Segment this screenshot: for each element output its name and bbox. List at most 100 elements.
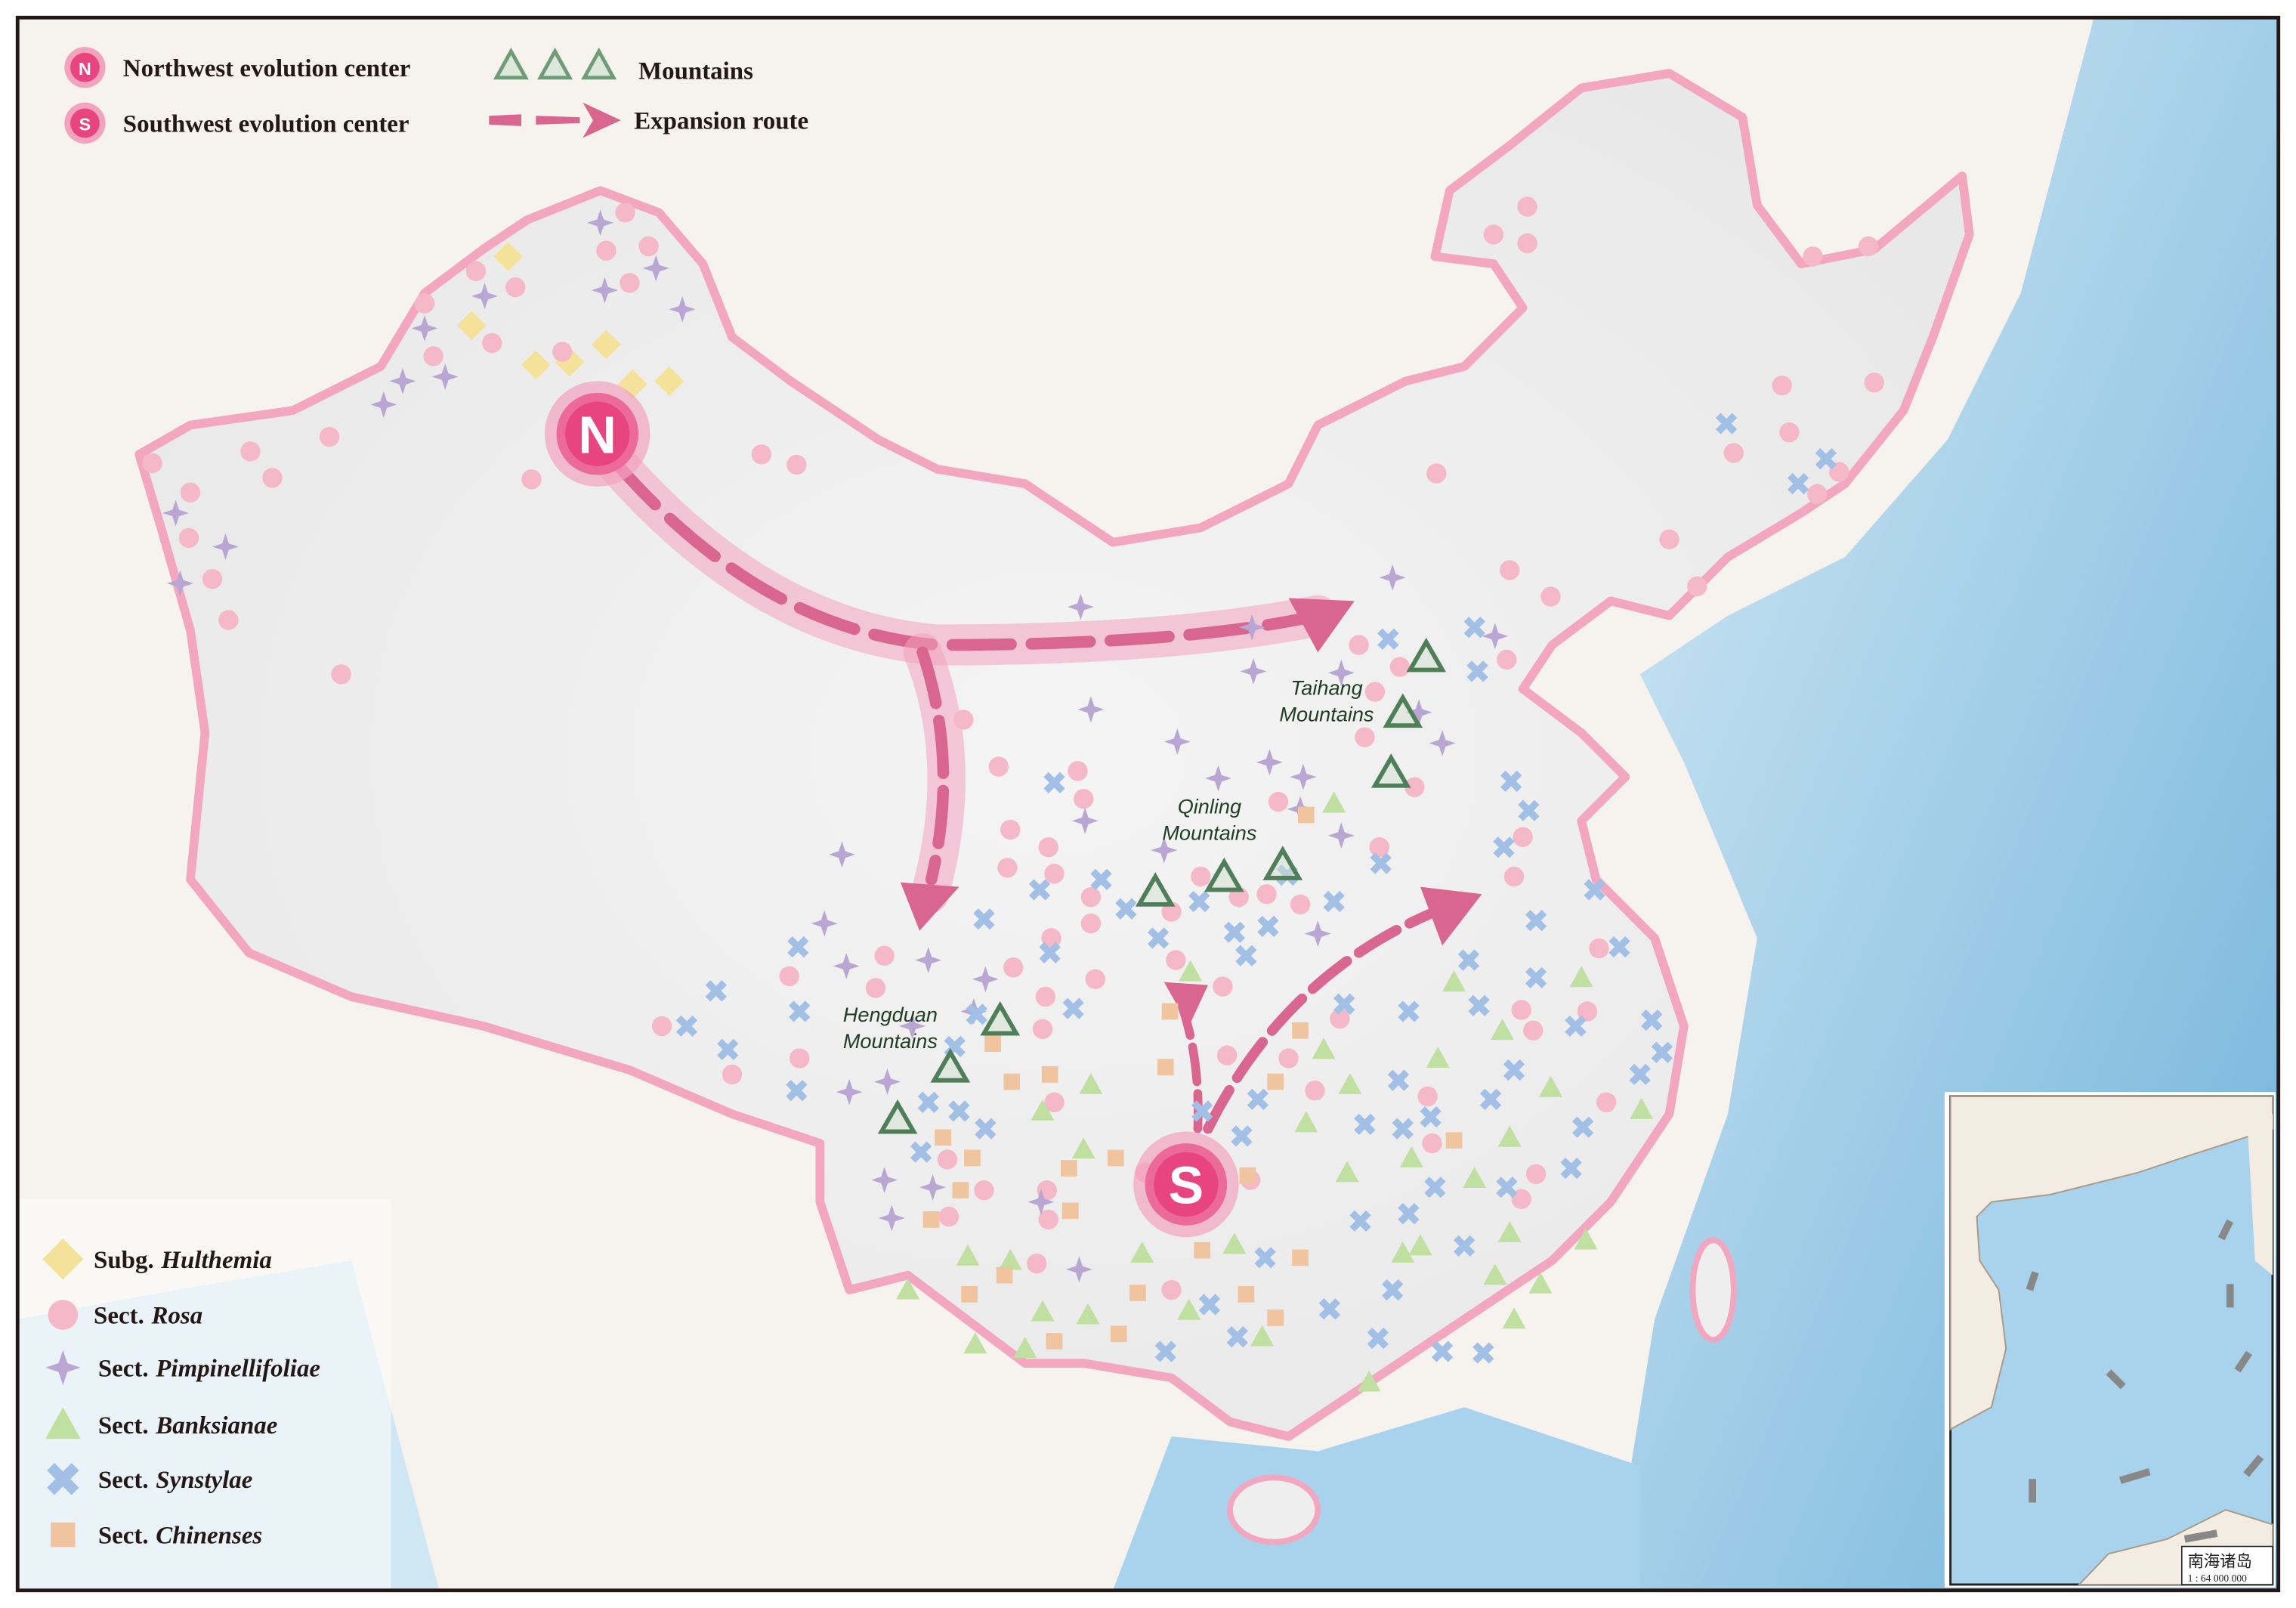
triangle-icon (1076, 1303, 1100, 1325)
cross-icon (1641, 1009, 1663, 1031)
circle-icon (1044, 1092, 1065, 1112)
cross-icon (1354, 1113, 1376, 1136)
square-icon (1110, 1325, 1127, 1343)
legend-expansion-route: Expansion route (634, 108, 808, 135)
square-icon (1194, 1242, 1211, 1259)
cross-icon (966, 1003, 987, 1025)
cross-icon (1198, 1294, 1221, 1316)
circle-icon (1044, 863, 1065, 884)
mountain-icon (1383, 693, 1423, 728)
cross-icon (1608, 935, 1630, 958)
cross-icon (1525, 910, 1547, 932)
cross-icon (1382, 1279, 1404, 1301)
circle-icon (1330, 1008, 1350, 1029)
four-point-star-icon (1290, 763, 1317, 790)
circle-icon (423, 346, 443, 366)
cross-icon (1468, 994, 1490, 1016)
cross-icon (975, 1118, 997, 1140)
circle-icon (552, 342, 573, 362)
svg-text:S: S (79, 115, 91, 135)
circle-icon (1068, 761, 1088, 781)
circle-icon (1080, 913, 1102, 934)
cross-icon (1463, 617, 1485, 639)
cross-icon (787, 935, 809, 958)
cross-icon (910, 1141, 932, 1163)
four-point-star-icon (874, 1068, 901, 1096)
four-point-star-icon (642, 255, 669, 282)
circle-icon (1687, 576, 1707, 597)
south-china-sea (1112, 1407, 1640, 1591)
cross-icon (1039, 942, 1061, 964)
four-point-star-icon (899, 1013, 926, 1040)
square-icon (922, 1211, 940, 1228)
expansion-routes (594, 441, 1455, 1134)
circle-icon (1290, 894, 1311, 915)
circle-icon (240, 441, 261, 462)
triangle-icon (1013, 1337, 1037, 1359)
northwest-center-marker: N (544, 381, 650, 487)
four-point-star-icon (370, 391, 397, 418)
cross-icon (1318, 1298, 1340, 1320)
route-south-northeast (1203, 901, 1455, 1134)
arrowhead-icon (900, 882, 959, 931)
cross-icon (789, 1000, 811, 1022)
square-icon (1161, 1003, 1179, 1020)
mountain-icon (1135, 872, 1176, 907)
arrowhead-icon (1288, 598, 1355, 653)
south-china-sea-inset: 南海诸岛 1 : 64 000 000 (1944, 1092, 2276, 1588)
square-icon (1046, 1333, 1063, 1350)
circle-icon (1517, 233, 1537, 254)
cross-icon (1147, 927, 1170, 949)
circle-icon (202, 569, 223, 589)
square-icon (1041, 1066, 1058, 1083)
triangle-icon (1502, 1307, 1526, 1329)
svg-text:Sect.Pimpinellifoliae: Sect. Pimpinellifoliae (98, 1355, 320, 1382)
four-point-star-icon (1065, 1256, 1092, 1283)
circle-icon (1369, 837, 1389, 858)
circle-icon (1864, 373, 1884, 393)
four-point-star-icon (871, 1167, 898, 1194)
cross-icon (1398, 1000, 1420, 1022)
cross-icon (1323, 890, 1345, 913)
cross-icon (1387, 1069, 1410, 1091)
circle-icon (865, 978, 886, 998)
square-icon (935, 1129, 952, 1146)
square-icon (1129, 1285, 1146, 1301)
cross-icon (1496, 1177, 1518, 1198)
taiwan-island (1689, 1237, 1737, 1343)
circle-icon (414, 293, 435, 314)
four-point-star-icon (1077, 696, 1105, 723)
triangle-icon (1574, 1228, 1598, 1250)
triangle-icon (963, 1332, 987, 1354)
circle-icon (1803, 246, 1823, 267)
square-icon (1060, 1160, 1077, 1177)
mountain-icon (1406, 637, 1447, 673)
mountain-icon (930, 1047, 971, 1083)
cross-icon (1479, 1088, 1502, 1111)
circle-icon (786, 454, 807, 475)
svg-text:Sect.Chinenses: Sect. Chinenses (98, 1523, 262, 1550)
circle-icon (1517, 196, 1537, 217)
circle-icon (779, 966, 799, 987)
four-point-star-icon (471, 283, 498, 310)
circle-icon (874, 945, 895, 966)
southwest-center-marker: S (1133, 1131, 1239, 1238)
legend-item-hulthemia: Subg. Hulthemia (42, 1238, 272, 1280)
circle-icon (1364, 682, 1386, 702)
circle-icon (1355, 727, 1375, 747)
legend-item-banksianae: Sect. Banksianae (45, 1407, 277, 1439)
mountain-markers (877, 637, 1447, 1134)
four-point-star-icon (878, 1204, 905, 1232)
cross-icon (1377, 628, 1399, 650)
circle-icon (1256, 884, 1277, 904)
circle-icon (1577, 1001, 1598, 1022)
circle-icon (1074, 789, 1094, 809)
four-point-star-icon (1327, 659, 1355, 686)
cross-icon (1715, 413, 1738, 434)
circle-icon (1500, 560, 1520, 580)
mountain-label-qinling: Qinling Mountains (1162, 795, 1256, 845)
taxa-markers (142, 196, 1884, 1392)
four-point-star-icon (972, 966, 999, 993)
cross-icon (1472, 1342, 1494, 1364)
legend-northwest-center: Northwest evolution center (123, 55, 411, 82)
